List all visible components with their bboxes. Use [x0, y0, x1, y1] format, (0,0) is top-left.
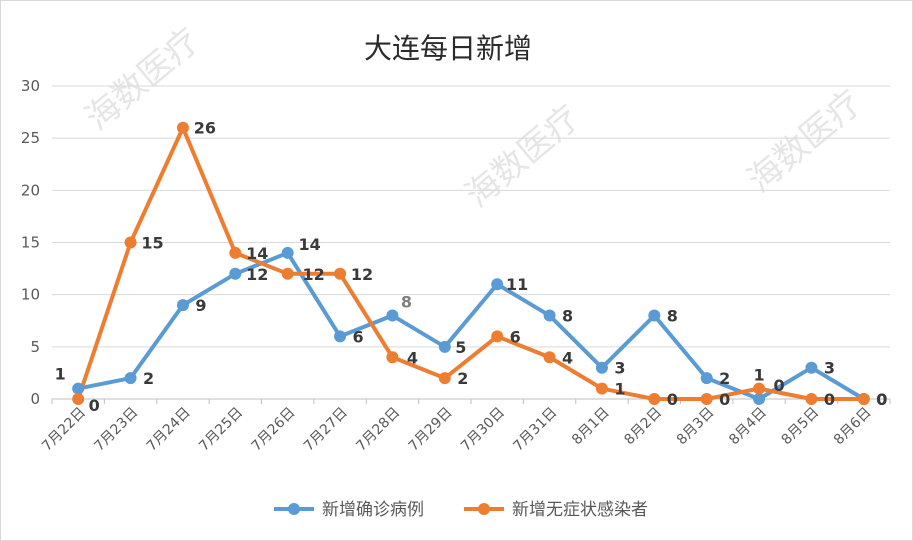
series-1-point: [386, 309, 399, 322]
series-1-data-label: 14: [299, 235, 321, 254]
series-2-data-label: 12: [303, 265, 325, 284]
series-2-point: [648, 393, 661, 405]
series-1-data-label: 6: [352, 327, 363, 346]
series-2-point: [229, 246, 242, 259]
series-1-point: [438, 340, 451, 353]
series-1-point: [72, 382, 85, 395]
series-1-data-label: 5: [455, 338, 466, 357]
y-tick-label: 25: [21, 129, 40, 147]
series-2-point: [700, 393, 713, 405]
series-2-point: [124, 236, 137, 249]
series-2-data-label: 0: [876, 390, 887, 409]
series-1-point: [334, 330, 347, 343]
series-1-data-label: 0: [773, 376, 784, 395]
y-tick-label: 5: [30, 338, 40, 356]
legend-label: 新增确诊病例: [322, 500, 424, 520]
series-2-data-label: 0: [667, 390, 678, 409]
legend-item-1: 新增确诊病例: [274, 500, 424, 520]
series-2-data-label: 1: [753, 366, 764, 385]
series-1-point: [805, 361, 818, 374]
legend-marker-swatch: [288, 503, 300, 515]
series-1-point: [543, 309, 556, 322]
series-1-data-label: 8: [667, 307, 678, 326]
series-1-point: [124, 372, 137, 385]
series-1-data-label: 11: [506, 275, 528, 294]
series-points: [72, 121, 870, 405]
series-2-point: [438, 372, 451, 385]
series-1-data-label: 9: [195, 296, 206, 315]
series-1-point: [281, 246, 294, 259]
series-2-point: [805, 393, 818, 405]
series-2-data-label: 1: [614, 380, 625, 399]
series-1-data-label: 2: [143, 369, 154, 388]
legend-marker-swatch: [478, 503, 490, 515]
y-axis-ticks: 0 5 10 15 20 25 30: [21, 77, 40, 408]
series-2-data-label: 26: [194, 119, 216, 138]
y-tick-label: 20: [21, 181, 40, 199]
series-2-data-label: 0: [89, 396, 100, 415]
series-1-point: [595, 361, 608, 374]
y-tick-label: 15: [21, 234, 40, 252]
series-lines: [76, 125, 866, 401]
series-1-point: [648, 309, 661, 322]
legend-label: 新增无症状感染者: [512, 500, 648, 520]
series-2-data-label: 15: [141, 234, 163, 253]
series-2-point: [753, 382, 766, 395]
series-1-point: [229, 267, 242, 280]
series-2-point: [72, 393, 85, 405]
y-tick-label: 10: [21, 286, 40, 304]
series-1-data-label: 8: [401, 293, 412, 312]
series-1-data-label: 0: [876, 390, 887, 409]
series-1-data-label: 3: [824, 359, 835, 378]
legend: 新增确诊病例 新增无症状感染者: [274, 500, 648, 520]
series-2-point: [334, 267, 347, 280]
series-2-point: [595, 382, 608, 395]
series-2-data-label: 2: [457, 369, 468, 388]
series-2-data-label: 0: [824, 390, 835, 409]
series-2-point: [857, 393, 870, 405]
chart-title: 大连每日新增: [364, 32, 532, 65]
series-2-data-label: 4: [407, 348, 418, 367]
series-2-point: [386, 351, 399, 364]
series-1-data-label: 8: [562, 307, 573, 326]
series-2-point: [543, 351, 556, 364]
series-1-point: [176, 299, 189, 312]
series-2-data-label: 14: [246, 244, 268, 263]
series-1-data-label: 12: [246, 265, 268, 284]
series-2-data-label: 4: [562, 348, 573, 367]
series-1-point: [700, 372, 713, 385]
series-2-data-label: 0: [719, 390, 730, 409]
series-line-2: [76, 125, 866, 401]
series-1-point: [491, 278, 504, 291]
series-2-data-label: 6: [510, 327, 521, 346]
series-2-point: [176, 121, 189, 134]
series-1-data-label: 1: [55, 365, 66, 384]
series-1-point: [753, 393, 766, 405]
series-2-data-label: 12: [351, 265, 373, 284]
y-tick-label: 30: [21, 77, 40, 95]
series-1-data-label: 3: [614, 359, 625, 378]
legend-item-2: 新增无症状感染者: [464, 500, 648, 520]
series-line-1: [76, 250, 866, 401]
series-2-point: [281, 267, 294, 280]
y-tick-label: 0: [30, 390, 40, 408]
series-2-point: [491, 330, 504, 343]
series-1-data-label: 2: [719, 369, 730, 388]
